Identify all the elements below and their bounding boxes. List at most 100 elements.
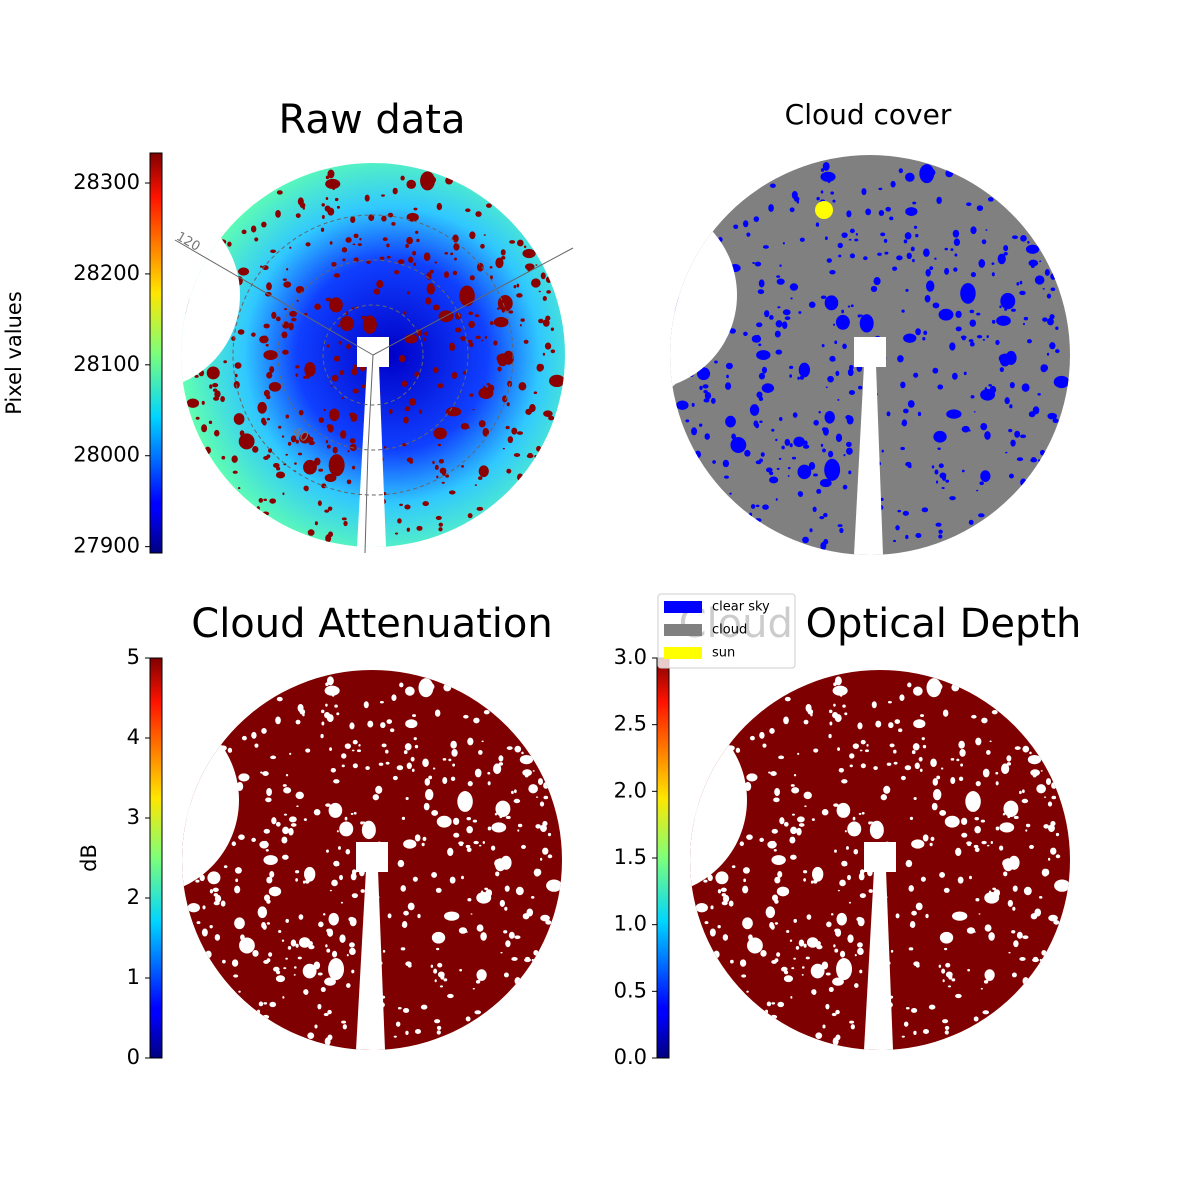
sky-spot: [196, 921, 201, 925]
colorbar: [656, 657, 670, 1059]
sky-spot: [386, 243, 390, 248]
sky-spot: [824, 410, 835, 424]
sky-spot: [731, 433, 736, 440]
sky-spot: [506, 468, 512, 474]
sky-spot: [974, 826, 981, 834]
sky-spot: [511, 957, 518, 961]
sky-spot: [457, 791, 473, 812]
sky-spot: [824, 458, 841, 481]
sky-spot: [438, 458, 445, 464]
sky-spot: [955, 310, 962, 319]
sky-spot: [459, 843, 464, 847]
sky-spot: [991, 709, 998, 715]
sky-spot: [1049, 314, 1055, 320]
sky-spot: [367, 720, 374, 728]
sky-spot: [824, 295, 839, 311]
sky-spot: [913, 961, 920, 967]
sky-spot: [861, 811, 865, 815]
colorbar-tick-label: 1.0: [614, 912, 647, 936]
sky-spot: [361, 821, 366, 824]
sky-spot: [933, 788, 942, 801]
sky-spot: [938, 964, 942, 968]
sky-spot: [796, 200, 800, 204]
sky-spot: [434, 709, 441, 717]
sky-spot: [405, 961, 412, 967]
sky-spot: [937, 447, 941, 450]
sky-spot: [798, 362, 811, 378]
sky-spot: [910, 246, 915, 252]
sky-spot: [816, 488, 822, 494]
sky-spot: [489, 321, 494, 326]
sky-spot: [911, 839, 925, 849]
sky-spot: [944, 1025, 950, 1030]
sky-spot: [467, 339, 473, 343]
colorbar-tick-label: 5: [127, 645, 140, 669]
sky-spot: [413, 207, 418, 211]
sky-spot: [883, 785, 891, 794]
sky-spot: [542, 319, 550, 327]
sky-spot: [777, 306, 781, 309]
sky-spot: [823, 512, 828, 518]
sky-spot: [405, 719, 418, 729]
sky-spot: [324, 977, 336, 986]
sky-spot: [331, 694, 335, 697]
sky-spot: [437, 971, 445, 978]
sky-spot: [465, 1016, 471, 1022]
sky-spot: [909, 816, 914, 820]
sky-spot: [327, 1009, 332, 1015]
polar-grid-circle: [322, 304, 424, 406]
sky-spot: [538, 290, 541, 293]
sky-spot: [939, 872, 946, 878]
sky-spot: [233, 413, 245, 425]
sky-spot: [838, 767, 844, 773]
sky-spot: [999, 822, 1015, 833]
sky-spot: [842, 704, 846, 708]
sky-spot: [395, 1021, 401, 1027]
sky-spot: [1021, 383, 1030, 392]
sky-spot: [822, 162, 830, 171]
sky-spot: [208, 420, 213, 425]
sky-spot: [832, 711, 839, 719]
sky-spot: [1019, 280, 1023, 285]
sky-spot: [915, 533, 922, 539]
sky-spot: [345, 848, 351, 855]
sky-spot: [302, 206, 305, 210]
sky-spot: [259, 840, 269, 849]
sky-spot: [929, 266, 934, 271]
sky-spot: [984, 431, 991, 440]
sky-spot: [942, 979, 945, 983]
sky-spot: [266, 958, 271, 963]
sky-spot: [886, 762, 892, 766]
sky-spot: [233, 380, 240, 389]
sky-spot: [394, 532, 399, 535]
sky-spot: [514, 745, 522, 753]
sky-spot: [756, 334, 760, 340]
sky-spot: [844, 712, 848, 716]
sky-spot: [855, 233, 858, 236]
sky-spot: [325, 196, 329, 201]
sky-spot: [976, 489, 979, 492]
sky-spot: [513, 285, 517, 289]
polar-axis: [372, 247, 574, 356]
sky-spot: [418, 409, 423, 414]
sky-spot: [542, 847, 549, 855]
sky-spot: [266, 282, 272, 291]
sky-spot: [422, 836, 427, 842]
sky-spot: [214, 894, 222, 903]
sky-spot: [707, 874, 713, 882]
sky-spot: [1022, 789, 1025, 794]
sky-spot: [323, 1012, 329, 1017]
sky-spot: [275, 471, 286, 479]
sky-spot: [897, 355, 904, 363]
sky-spot: [297, 197, 304, 206]
sky-spot: [435, 515, 442, 520]
sky-spot: [837, 524, 843, 528]
sky-spot: [289, 816, 297, 823]
sky-spot: [945, 962, 951, 968]
sky-spot: [320, 733, 324, 739]
sky-spot: [341, 517, 347, 521]
sky-spot: [1016, 457, 1024, 462]
sky-spot: [778, 457, 782, 460]
sky-spot: [831, 1012, 837, 1017]
sky-spot: [1020, 478, 1027, 487]
